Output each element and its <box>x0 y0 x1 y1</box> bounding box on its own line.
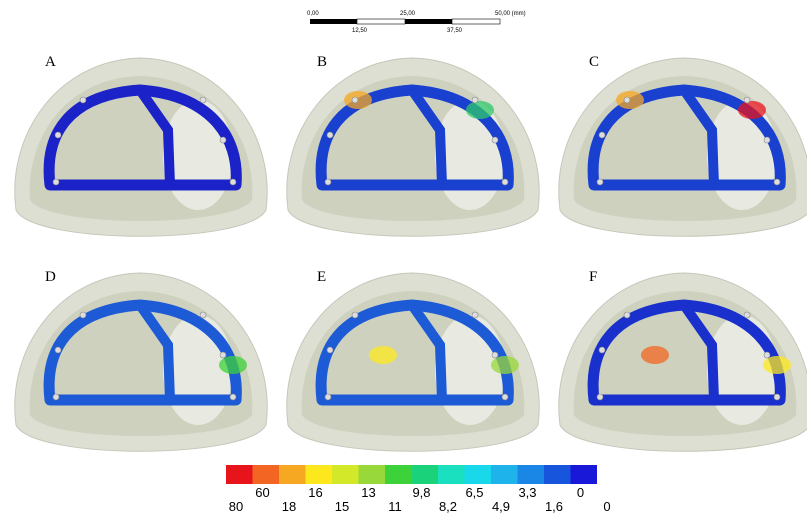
legend-cell <box>438 465 465 484</box>
screw-hole <box>502 394 508 400</box>
screw-hole <box>599 132 605 138</box>
screw-hole <box>472 312 478 318</box>
stress-spot <box>491 356 519 374</box>
legend-cell <box>491 465 518 484</box>
screw-hole <box>200 97 206 103</box>
panel: B <box>287 54 539 236</box>
screw-hole <box>744 312 750 318</box>
panel-label: B <box>317 54 327 70</box>
screw-hole <box>744 97 750 103</box>
legend-label: 9,8 <box>412 485 430 500</box>
panel: F <box>559 269 807 451</box>
screw-hole <box>327 347 333 353</box>
stress-spot <box>466 101 494 119</box>
scale-segment <box>452 19 500 24</box>
panel: D <box>15 269 267 451</box>
scale-segment <box>405 19 452 24</box>
screw-hole <box>472 97 478 103</box>
screw-hole <box>55 132 61 138</box>
screw-hole <box>80 312 86 318</box>
screw-hole <box>327 132 333 138</box>
scale-label: 25,00 <box>400 11 416 17</box>
legend-cell <box>253 465 280 484</box>
legend-label: 15 <box>335 499 349 513</box>
scale-segment <box>357 19 405 24</box>
legend-label: 4,9 <box>492 499 510 513</box>
screw-hole <box>220 137 226 143</box>
legend-cell <box>279 465 306 484</box>
legend-label: 8,2 <box>439 499 457 513</box>
panel: C <box>559 54 807 236</box>
screw-hole <box>53 179 59 185</box>
legend-label: 16 <box>308 485 322 500</box>
screw-hole <box>325 179 331 185</box>
legend-label: 0 <box>577 485 584 500</box>
legend-label: 6,5 <box>465 485 483 500</box>
scale-label: 50,00 (mm) <box>495 11 526 17</box>
legend-label: 13 <box>361 485 375 500</box>
legend-cell <box>226 465 253 484</box>
scale-label: 37,50 <box>447 28 463 34</box>
legend-label: 3,3 <box>518 485 536 500</box>
legend-label: 11 <box>388 499 402 513</box>
legend-cell <box>544 465 571 484</box>
panel-label: F <box>589 269 597 285</box>
screw-hole <box>230 179 236 185</box>
scale-segment <box>310 19 357 24</box>
screw-hole <box>764 137 770 143</box>
panel-label: A <box>45 54 56 70</box>
panel: E <box>287 269 539 451</box>
screw-hole <box>220 352 226 358</box>
screw-hole <box>624 97 630 103</box>
screw-hole <box>352 312 358 318</box>
stress-spot <box>641 346 669 364</box>
screw-hole <box>599 347 605 353</box>
screw-hole <box>352 97 358 103</box>
legend-label: 18 <box>282 499 296 513</box>
stress-spot <box>763 356 791 374</box>
legend-cell <box>332 465 359 484</box>
legend-cell <box>518 465 545 484</box>
screw-hole <box>230 394 236 400</box>
screw-hole <box>597 179 603 185</box>
screw-hole <box>80 97 86 103</box>
screw-hole <box>624 312 630 318</box>
scale-bar: 0,00 25,00 50,00 (mm) 12,50 37,50 <box>307 11 526 34</box>
legend-label: 80 <box>229 499 243 513</box>
legend-cell <box>465 465 492 484</box>
panel-label: D <box>45 269 56 285</box>
panel-label: E <box>317 269 326 285</box>
figure: 0,00 25,00 50,00 (mm) 12,50 37,50 A B C D E F… <box>0 0 807 513</box>
screw-hole <box>502 179 508 185</box>
legend-cell <box>571 465 598 484</box>
scale-label: 12,50 <box>352 28 368 34</box>
legend-label: 60 <box>255 485 269 500</box>
screw-hole <box>325 394 331 400</box>
legend-cell <box>359 465 386 484</box>
screw-hole <box>774 394 780 400</box>
legend-cell <box>412 465 439 484</box>
screw-hole <box>492 137 498 143</box>
stress-spot <box>219 356 247 374</box>
panels: A B C D E F <box>15 54 807 451</box>
legend-label: 0 <box>603 499 610 513</box>
legend-label: 1,6 <box>545 499 563 513</box>
screw-hole <box>492 352 498 358</box>
color-legend: 80 18 15 11 8,2 4,9 1,6 0 60 16 13 9,8 6,5 3,3 0 <box>226 465 611 513</box>
screw-hole <box>200 312 206 318</box>
screw-hole <box>774 179 780 185</box>
screw-hole <box>53 394 59 400</box>
scale-label: 0,00 <box>307 11 319 17</box>
stress-spot <box>738 101 766 119</box>
screw-hole <box>55 347 61 353</box>
screw-hole <box>764 352 770 358</box>
legend-cell <box>385 465 412 484</box>
legend-cell <box>306 465 333 484</box>
stress-spot <box>369 346 397 364</box>
panel-label: C <box>589 54 599 70</box>
screw-hole <box>597 394 603 400</box>
panel: A <box>15 54 267 236</box>
